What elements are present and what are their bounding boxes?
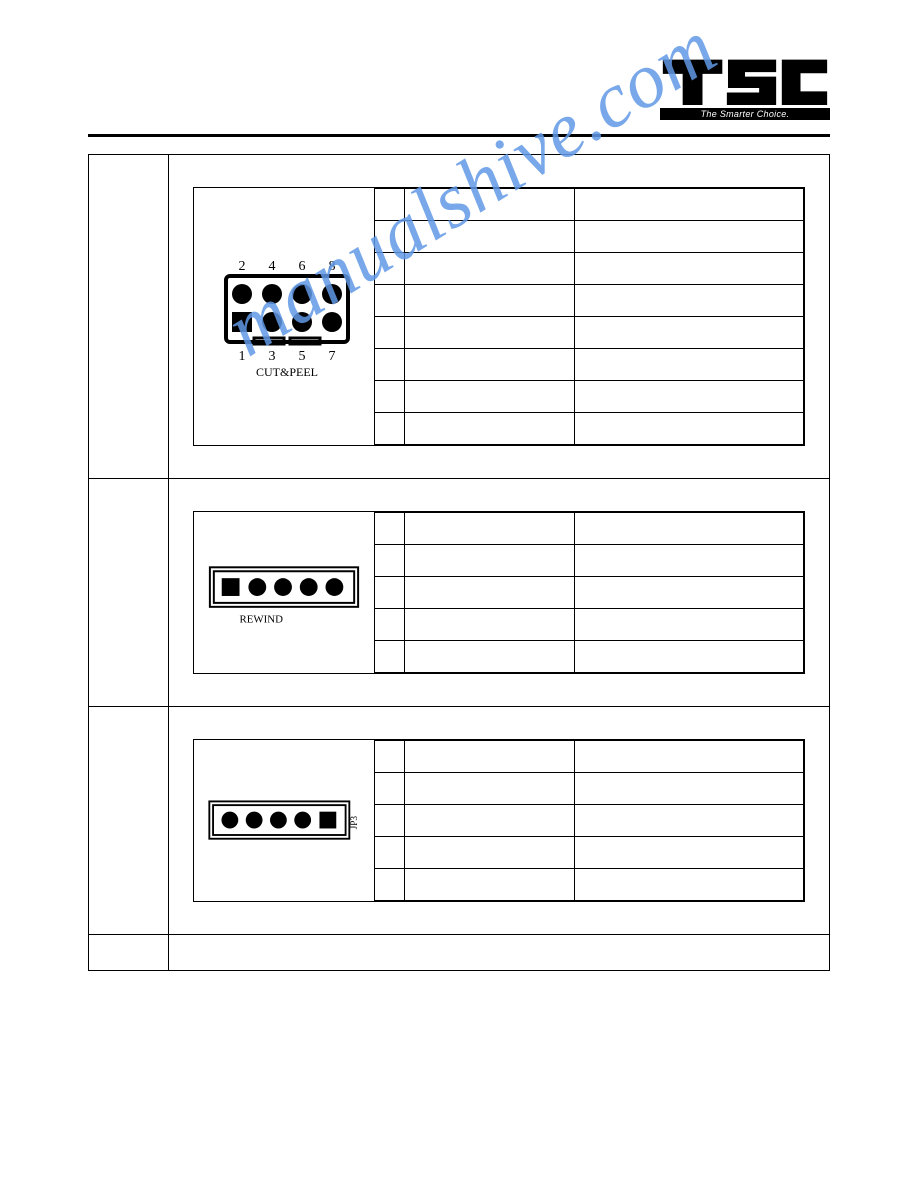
section-label-cell — [89, 155, 169, 479]
table-row — [375, 189, 804, 221]
connector-5pin-reverse-icon: JP3 — [200, 786, 368, 856]
table-row — [375, 285, 804, 317]
table-row — [375, 773, 804, 805]
section-label-cell — [89, 707, 169, 935]
spec-table: 2 4 6 8 — [88, 154, 830, 971]
section-cutpeel: 2 4 6 8 — [89, 155, 830, 479]
table-row — [375, 317, 804, 349]
table-row — [375, 381, 804, 413]
pin-label-4: 4 — [269, 259, 276, 274]
table-row — [375, 837, 804, 869]
section-jp3: JP3 — [89, 707, 830, 935]
section-content-cell: REWIND — [169, 479, 830, 707]
section-content-cell: JP3 — [169, 707, 830, 935]
pin-label-1: 1 — [239, 349, 246, 364]
table-row — [375, 577, 804, 609]
table-row — [375, 869, 804, 901]
table-row — [375, 413, 804, 445]
pin-label-7: 7 — [329, 349, 336, 364]
connector-diagram-jp3: JP3 — [194, 740, 374, 901]
connector-label-cutpeel: CUT&PEEL — [256, 365, 318, 379]
tsc-logo-svg — [660, 54, 830, 108]
pin-table-cutpeel — [374, 188, 804, 445]
footer-left — [89, 935, 169, 971]
header-rule — [88, 134, 830, 137]
brand-logo: The Smarter Choice. — [660, 54, 830, 120]
section-footer — [89, 935, 830, 971]
table-row — [375, 221, 804, 253]
connector-diagram-cutpeel: 2 4 6 8 — [194, 188, 374, 445]
table-row — [375, 641, 804, 673]
connector-5pin-icon: REWIND — [200, 553, 368, 633]
table-row — [375, 253, 804, 285]
table-row — [375, 741, 804, 773]
footer-right — [169, 935, 830, 971]
pin-table-rewind — [374, 512, 804, 673]
brand-tagline: The Smarter Choice. — [660, 108, 830, 120]
pin-table-jp3 — [374, 740, 804, 901]
table-row — [375, 349, 804, 381]
section-rewind: REWIND — [89, 479, 830, 707]
connector-diagram-rewind: REWIND — [194, 512, 374, 673]
section-label-cell — [89, 479, 169, 707]
table-row — [375, 805, 804, 837]
pin-label-5: 5 — [299, 349, 306, 364]
pin-label-3: 3 — [269, 349, 276, 364]
pin-label-6: 6 — [299, 259, 306, 274]
connector-label-jp3: JP3 — [350, 815, 360, 829]
table-row — [375, 545, 804, 577]
connector-box-cutpeel: 2 4 6 8 — [193, 187, 805, 446]
section-content-cell: 2 4 6 8 — [169, 155, 830, 479]
connector-box-rewind: REWIND — [193, 511, 805, 674]
table-row — [375, 609, 804, 641]
table-row — [375, 513, 804, 545]
connector-8pin-icon: 2 4 6 8 — [204, 252, 364, 382]
connector-label-rewind: REWIND — [240, 613, 284, 625]
pin-label-2: 2 — [239, 259, 246, 274]
connector-box-jp3: JP3 — [193, 739, 805, 902]
pin-label-8: 8 — [329, 259, 336, 274]
